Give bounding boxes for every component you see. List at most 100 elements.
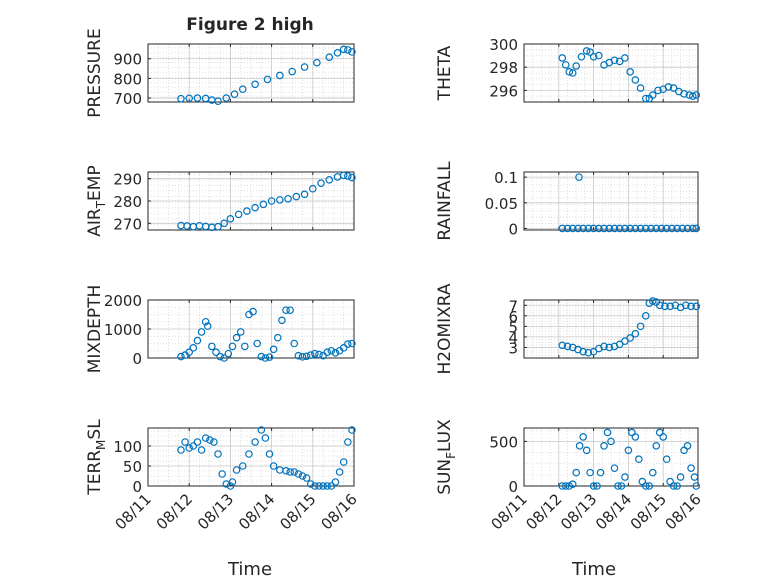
data-point	[222, 94, 231, 102]
x-tick-label: 08/12	[153, 490, 196, 533]
data-point	[584, 348, 593, 357]
data-point	[269, 462, 278, 470]
data-point	[596, 468, 605, 477]
data-point	[666, 302, 674, 311]
data-point	[253, 339, 261, 348]
data-point	[600, 224, 608, 233]
data-point	[189, 344, 198, 352]
data-point	[306, 480, 315, 488]
data-point	[226, 215, 235, 223]
data-point	[589, 224, 598, 233]
y-tick-label: 298	[489, 59, 518, 77]
data-point	[654, 86, 662, 95]
x-tick-label: 08/16	[318, 490, 361, 533]
y-tick-label: 6	[508, 308, 518, 326]
data-point	[563, 342, 572, 351]
data-point	[626, 224, 634, 233]
data-point	[635, 455, 643, 464]
y-tick-label: 800	[113, 70, 142, 88]
y-tick-label: 7	[508, 297, 518, 315]
data-point	[308, 184, 317, 193]
data-point	[251, 203, 259, 212]
data-point	[201, 317, 210, 326]
y-tick-label: 290	[113, 171, 142, 189]
data-point	[692, 224, 701, 233]
data-point	[228, 478, 237, 486]
data-point	[568, 480, 577, 489]
y-tick-label: 900	[113, 51, 142, 69]
panel-terr: 0 50 100 TERRMSL08/1108/1208/1308/1408/1508…	[85, 419, 361, 534]
data-point	[636, 84, 645, 92]
data-point	[241, 342, 249, 351]
data-point	[636, 322, 645, 331]
data-point	[236, 328, 245, 336]
data-point	[265, 450, 274, 458]
data-point	[208, 342, 216, 351]
x-tick-label: 08/14	[235, 490, 278, 533]
figure-title: Figure 2 high	[186, 15, 314, 35]
data-point	[230, 90, 239, 98]
data-point	[673, 482, 681, 490]
data-point	[311, 349, 319, 358]
data-point	[238, 462, 247, 470]
data-point	[595, 51, 603, 60]
data-point	[288, 67, 297, 76]
data-point	[232, 333, 241, 342]
data-point	[294, 470, 303, 478]
y-axis-label: AIRTEMP	[85, 165, 108, 236]
data-point	[558, 341, 567, 350]
data-point	[579, 224, 587, 233]
data-point	[680, 446, 688, 455]
data-point	[224, 349, 233, 358]
data-point	[286, 306, 294, 314]
data-point	[615, 57, 624, 66]
data-point	[626, 334, 634, 342]
data-point	[579, 433, 587, 441]
data-point	[327, 482, 336, 490]
data-point	[603, 428, 612, 437]
y-tick-label: 0	[132, 478, 142, 496]
data-point	[300, 63, 309, 71]
data-point	[348, 48, 356, 56]
x-axis-label-left: Time	[227, 559, 272, 580]
y-tick-label: 0	[508, 220, 518, 238]
data-point	[678, 224, 687, 233]
data-point	[610, 56, 619, 65]
data-point	[261, 354, 270, 362]
data-point	[648, 297, 657, 305]
data-point	[676, 473, 685, 481]
axes-box	[523, 299, 699, 359]
data-point	[193, 336, 202, 345]
data-point	[605, 224, 614, 233]
data-point	[265, 353, 274, 361]
data-point	[325, 176, 334, 184]
axes-box	[523, 43, 699, 103]
data-point	[652, 442, 661, 450]
data-point	[300, 190, 309, 199]
x-tick-label: 08/13	[194, 490, 237, 533]
data-point	[311, 482, 319, 490]
y-axis-label: H2OMIXRA	[435, 283, 455, 374]
data-point	[327, 346, 336, 355]
data-point	[348, 173, 356, 182]
panel-air: 270 280 290 AIRTEMP	[85, 165, 356, 237]
data-point	[652, 224, 661, 233]
data-point	[688, 224, 697, 233]
data-point	[234, 210, 243, 219]
y-axis-label: THETA	[435, 45, 455, 101]
data-point	[584, 224, 593, 233]
data-point	[228, 342, 237, 351]
x-tick-label: 08/15	[627, 490, 670, 533]
x-tick-label: 08/13	[557, 490, 600, 533]
data-point	[582, 446, 591, 455]
x-tick-label: 08/12	[522, 490, 565, 533]
data-point	[313, 58, 321, 67]
data-point	[348, 426, 356, 434]
data-point	[259, 200, 268, 209]
data-point	[666, 477, 674, 486]
data-point	[636, 224, 645, 233]
y-tick-label: 270	[113, 215, 142, 233]
y-tick-label: 0	[132, 350, 142, 368]
data-point	[607, 437, 615, 446]
